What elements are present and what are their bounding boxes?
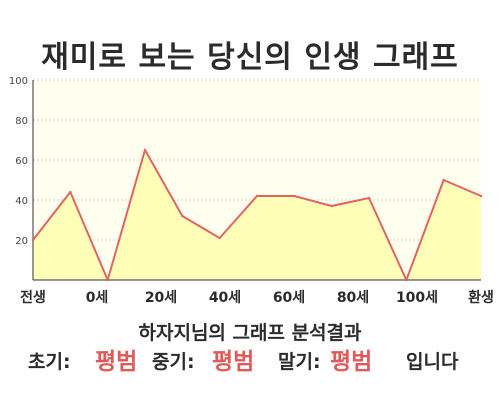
point-0 — [31, 238, 35, 242]
x-tick-label-7: 환생 — [468, 289, 494, 306]
ending-text: 입니다 — [406, 351, 459, 373]
early-value: 평범 — [95, 349, 138, 375]
x-tick-label-0: 전생 — [20, 289, 46, 306]
point-3 — [143, 148, 147, 152]
late-value: 평범 — [330, 349, 373, 375]
result-early-value-wrap: 평범 — [95, 342, 137, 382]
point-2 — [106, 278, 109, 282]
result-early: 초기: — [28, 342, 71, 382]
y-tick-label-60: 60 — [15, 156, 28, 167]
y-tick-label-40: 40 — [15, 196, 28, 207]
point-9 — [367, 196, 371, 200]
point-12 — [479, 194, 483, 198]
x-tick-label-4: 60세 — [273, 290, 305, 306]
life-area — [33, 150, 481, 280]
early-label: 초기: — [28, 351, 71, 373]
x-tick-label-1: 0세 — [86, 290, 109, 306]
point-6 — [255, 194, 259, 198]
result-mid: 중기: — [152, 342, 195, 382]
result-late-value-wrap: 평범 — [330, 342, 372, 382]
point-10 — [405, 278, 408, 282]
x-tick-label-2: 20세 — [145, 290, 177, 306]
y-tick-label-100: 100 — [9, 76, 28, 87]
y-tick-label-80: 80 — [15, 116, 28, 127]
result-ending: 입니다 — [406, 342, 458, 382]
point-8 — [330, 204, 333, 208]
analysis-subtitle: 하자지님의 그래프 분석결과 — [138, 322, 362, 344]
late-label: 말기: — [278, 351, 321, 373]
result-late: 말기: — [278, 342, 321, 382]
mid-label: 중기: — [152, 351, 195, 373]
x-tick-label-6: 100세 — [396, 290, 438, 306]
point-1 — [69, 190, 72, 194]
mid-value: 평범 — [212, 349, 255, 375]
x-tick-label-3: 40세 — [209, 290, 241, 306]
point-4 — [181, 214, 184, 218]
point-7 — [293, 194, 296, 198]
x-tick-label-5: 80세 — [337, 290, 369, 306]
page-title: 재미로 보는 당신의 인생 그래프 — [41, 40, 459, 75]
result-mid-value-wrap: 평범 — [212, 342, 254, 382]
point-11 — [442, 178, 445, 182]
point-5 — [218, 236, 221, 240]
y-tick-label-20: 20 — [15, 236, 28, 247]
